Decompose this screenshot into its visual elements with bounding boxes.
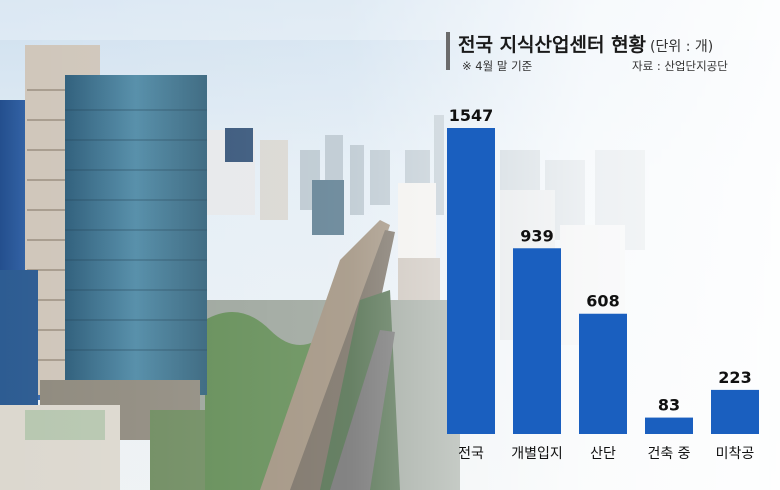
- chart-title: 전국 지식산업센터 현황 (단위 : 개): [458, 30, 713, 57]
- bar-2: [579, 313, 627, 434]
- date-note: ※ 4월 말 기준: [462, 59, 533, 73]
- chart-unit: (단위 : 개): [650, 39, 714, 55]
- bar-3: [645, 417, 693, 434]
- bar-value-label-3: 83: [658, 396, 680, 415]
- bar-value-label-1: 939: [520, 226, 553, 245]
- chart-title-text: 전국 지식산업센터 현황: [458, 34, 647, 56]
- category-label-2: 산단: [590, 446, 616, 462]
- bar-1: [513, 248, 561, 434]
- category-label-3: 건축 중: [647, 446, 690, 462]
- bar-0: [447, 128, 495, 434]
- bar-value-label-4: 223: [718, 368, 751, 387]
- source-note: 자료 : 산업단지공단: [632, 59, 728, 73]
- bar-value-label-0: 1547: [449, 106, 494, 125]
- bar-value-label-2: 608: [586, 292, 619, 311]
- category-label-0: 전국: [458, 446, 484, 462]
- category-label-1: 개별입지: [511, 446, 563, 462]
- category-label-4: 미착공: [716, 446, 755, 462]
- bar-4: [711, 389, 759, 434]
- title-accent-bar: [446, 32, 450, 70]
